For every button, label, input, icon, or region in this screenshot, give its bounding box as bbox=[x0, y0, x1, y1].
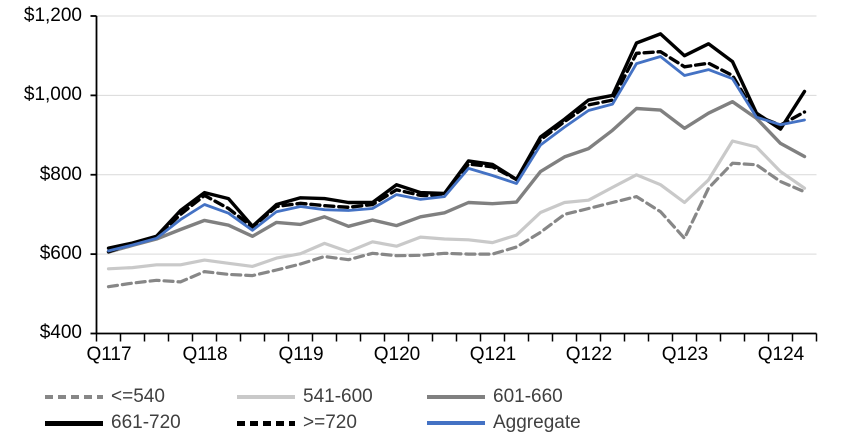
y-axis-tick-label: $800 bbox=[39, 164, 82, 185]
legend-line-marker bbox=[45, 395, 103, 399]
series-line->=720 bbox=[106, 50, 807, 254]
y-axis-tick-label: $400 bbox=[39, 322, 82, 343]
y-axis-tick-label: $1,000 bbox=[23, 84, 82, 105]
series-line-601-660 bbox=[106, 99, 807, 254]
x-axis-tick-label: Q123 bbox=[661, 344, 709, 365]
legend-item-gte720: >=720 bbox=[237, 411, 357, 435]
x-axis-tick-label: Q119 bbox=[278, 344, 324, 365]
x-axis-tick-label: Q121 bbox=[469, 344, 517, 365]
legend-line-marker bbox=[45, 420, 103, 426]
y-axis-tick-label: $1,200 bbox=[23, 5, 82, 26]
x-axis-tick-label: Q122 bbox=[565, 344, 613, 365]
series-line-541-600 bbox=[106, 139, 807, 271]
legend-label: Aggregate bbox=[493, 412, 581, 433]
y-axis-tick-label: $600 bbox=[39, 243, 82, 264]
legend-line-marker bbox=[427, 395, 485, 399]
series-line-<=540 bbox=[106, 161, 807, 289]
x-axis-tick-label: Q120 bbox=[373, 344, 421, 365]
legend-item-lte540: <=540 bbox=[45, 385, 165, 409]
x-axis-tick-label: Q124 bbox=[757, 344, 805, 365]
legend-item-541-600: 541-600 bbox=[237, 385, 373, 409]
legend-label: 601-660 bbox=[493, 386, 563, 407]
legend-line-marker bbox=[427, 421, 485, 425]
legend-label: >=720 bbox=[303, 412, 357, 433]
legend-line-marker bbox=[237, 420, 295, 426]
legend-label: 661-720 bbox=[111, 412, 181, 433]
legend-item-aggregate: Aggregate bbox=[427, 411, 581, 435]
legend-label: <=540 bbox=[111, 386, 165, 407]
legend-line-marker bbox=[237, 395, 295, 399]
series-line-Aggregate bbox=[107, 55, 806, 253]
x-axis-tick-label: Q118 bbox=[182, 344, 228, 365]
legend-item-661-720: 661-720 bbox=[45, 411, 181, 435]
x-axis-tick-label: Q117 bbox=[86, 344, 132, 365]
legend-label: 541-600 bbox=[303, 386, 373, 407]
legend-item-601-660: 601-660 bbox=[427, 385, 563, 409]
